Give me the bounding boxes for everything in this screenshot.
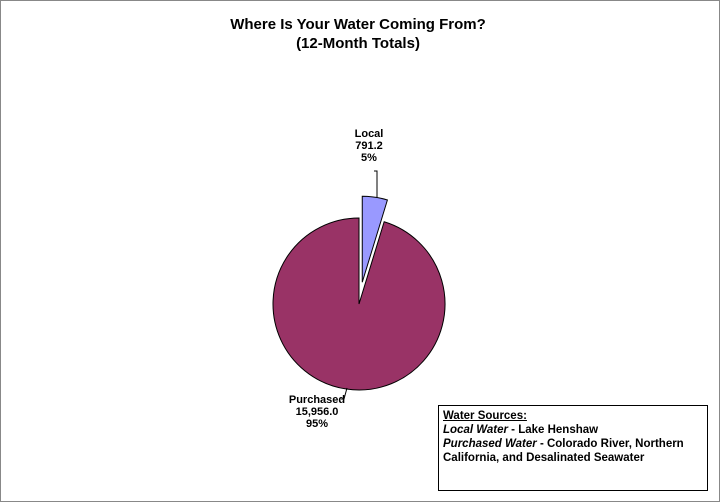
note-heading: Water Sources: [443,410,527,422]
slice-label: Purchased [289,394,345,406]
note-term: Purchased Water [443,438,537,450]
note-text: - Colorado River, Northern California, a… [443,438,684,464]
slice-label: 15,956.0 [296,406,339,418]
note-line: Purchased Water - Colorado River, Northe… [443,437,703,465]
pie-slice [361,195,389,283]
leader-line [374,170,378,197]
chart-subtitle: (12-Month Totals) [296,35,420,52]
note-title: Water Sources: [443,409,703,423]
slice-label: Local [355,128,384,140]
slice-label: 95% [306,418,328,430]
note-text: - Lake Henshaw [507,424,599,436]
leader-line [341,387,348,400]
sources-note: Water Sources: Local Water - Lake Hensha… [438,405,708,491]
pie-slice [272,217,446,391]
note-term: Local Water [443,424,508,436]
slice-label: 791.2 [355,140,383,152]
note-line: Local Water - Lake Henshaw [443,423,703,437]
slice-label: 5% [361,152,377,164]
chart-title: Where Is Your Water Coming From? [230,16,486,33]
